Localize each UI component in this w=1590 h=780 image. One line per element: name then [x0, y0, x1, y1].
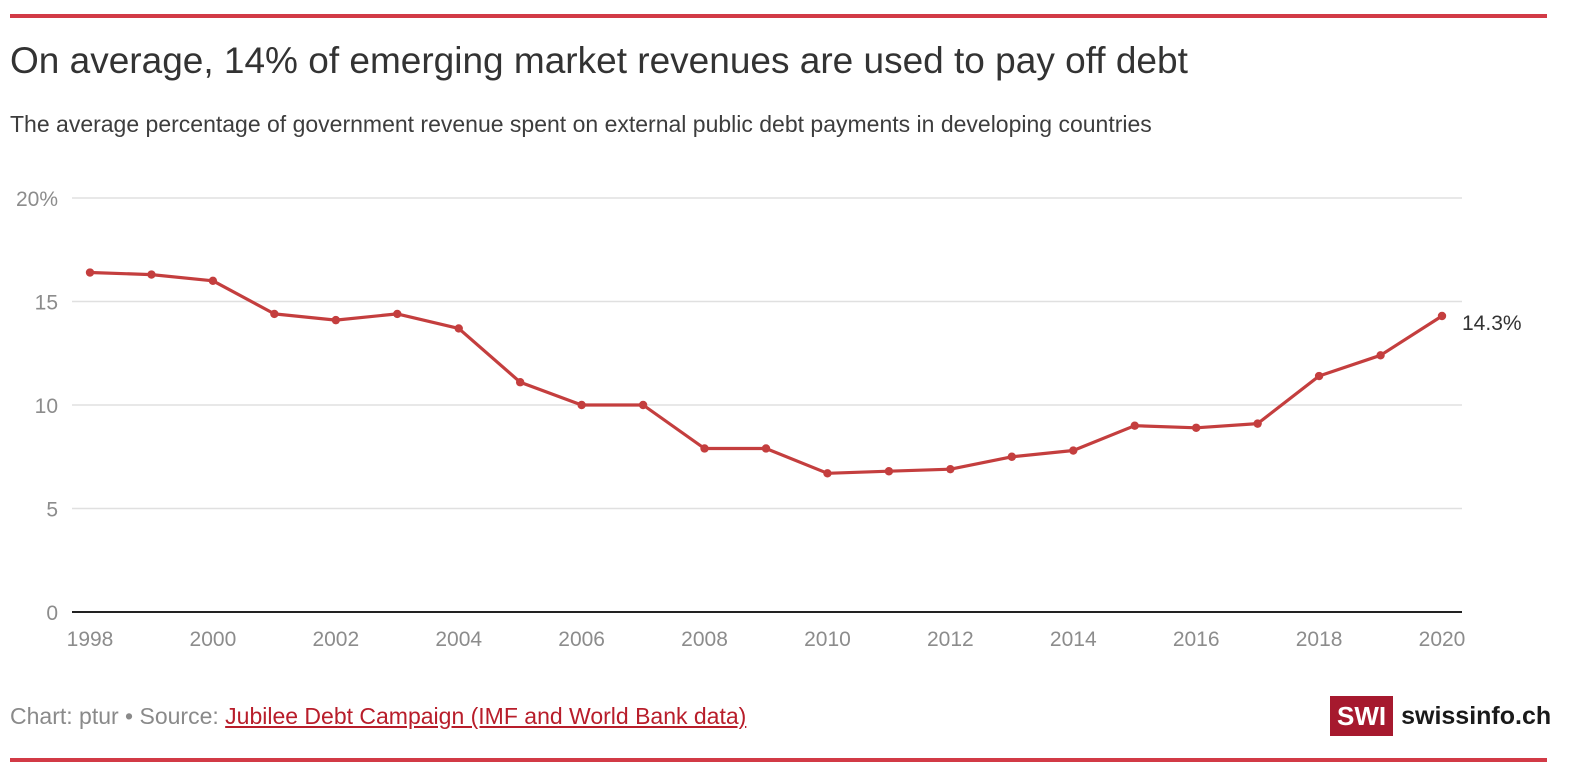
swissinfo-logo-text: swissinfo.ch	[1401, 701, 1552, 730]
data-point	[638, 400, 648, 410]
y-tick-label: 20%	[16, 188, 58, 211]
data-point	[700, 444, 709, 453]
chart-title: On average, 14% of emerging market reven…	[10, 40, 1188, 81]
x-tick-label: 2002	[312, 628, 359, 651]
y-tick-label: 15	[35, 292, 58, 315]
data-point	[1314, 371, 1324, 381]
x-tick-label: 2012	[927, 628, 974, 651]
top-rule	[10, 14, 1547, 18]
chart-credit: Chart: ptur • Source:	[10, 703, 226, 729]
data-point	[1191, 423, 1201, 432]
data-point	[270, 309, 279, 319]
source-link[interactable]: Jubilee Debt Campaign (IMF and World Ban…	[225, 703, 747, 729]
data-point	[454, 324, 463, 333]
x-tick-label: 2016	[1173, 628, 1220, 651]
line-chart: 0 5 10 15 20% 1998 2000 2002 2004 2006 2008 2010 201…	[16, 188, 1522, 651]
data-point	[1069, 446, 1078, 455]
swi-logo-mark: SWI	[1330, 696, 1394, 736]
data-point	[884, 467, 894, 476]
data-point	[1376, 351, 1385, 360]
x-tick-label: 2004	[435, 628, 482, 651]
data-point	[823, 469, 832, 478]
data-point	[1437, 311, 1447, 321]
x-tick-label: 2010	[804, 628, 851, 651]
data-point	[147, 270, 156, 279]
data-point	[85, 268, 95, 277]
data-point	[1007, 452, 1017, 461]
y-tick-label: 5	[46, 499, 58, 522]
chart-subtitle: The average percentage of government rev…	[10, 111, 1152, 137]
series-line	[88, 270, 1444, 475]
end-value-label: 14.3%	[1462, 312, 1522, 335]
x-tick-label: 2006	[558, 628, 605, 651]
x-tick-label: 1998	[67, 628, 114, 651]
data-point	[577, 400, 586, 410]
data-point	[761, 444, 771, 453]
swissinfo-logo[interactable]: SWI swissinfo.ch	[1330, 696, 1551, 736]
data-point	[208, 276, 218, 285]
x-tick-label: 2018	[1296, 628, 1343, 651]
x-tick-label: 2014	[1050, 628, 1097, 651]
x-tick-label: 2020	[1419, 628, 1466, 651]
x-tick-label: 2000	[190, 628, 237, 651]
data-point	[946, 464, 955, 474]
chart-footer: Chart: ptur • Source: Jubilee Debt Campa…	[10, 703, 746, 730]
y-tick-label: 0	[46, 602, 58, 625]
data-point	[1253, 419, 1262, 428]
data-point	[515, 378, 525, 387]
bottom-rule	[10, 758, 1547, 762]
y-tick-label: 10	[35, 395, 58, 418]
data-point	[393, 309, 402, 319]
x-tick-label: 2008	[681, 628, 728, 651]
data-point	[1130, 421, 1139, 430]
data-point	[331, 315, 341, 325]
